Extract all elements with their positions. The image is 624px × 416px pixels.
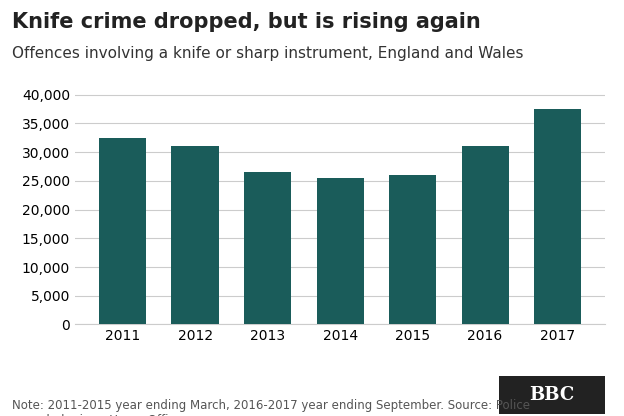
Text: Offences involving a knife or sharp instrument, England and Wales: Offences involving a knife or sharp inst…	[12, 46, 524, 61]
Bar	[534, 109, 581, 324]
Text: Knife crime dropped, but is rising again: Knife crime dropped, but is rising again	[12, 12, 481, 32]
Bar	[316, 178, 364, 324]
Bar	[99, 138, 146, 324]
Text: Note: 2011-2015 year ending March, 2016-2017 year ending September. Source: Poli: Note: 2011-2015 year ending March, 2016-…	[12, 399, 530, 416]
Bar	[172, 146, 218, 324]
Bar	[244, 172, 291, 324]
Text: BBC: BBC	[530, 386, 575, 404]
Bar	[462, 146, 509, 324]
Bar	[389, 175, 436, 324]
